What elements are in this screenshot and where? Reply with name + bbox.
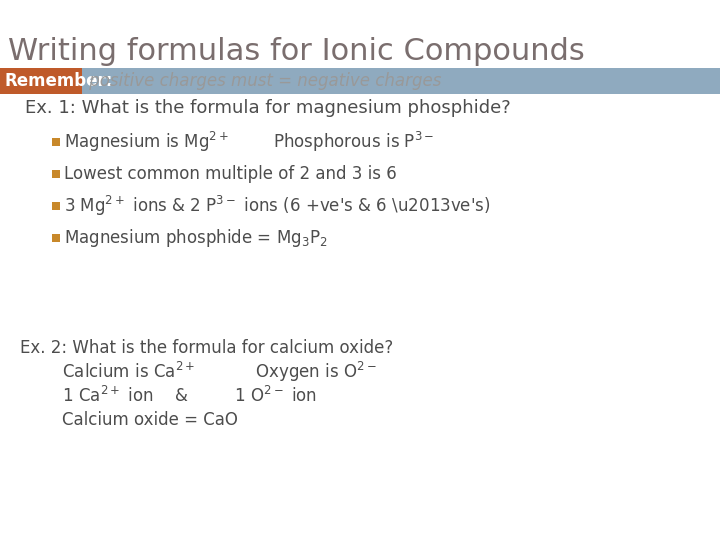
Text: Magnesium phosphide = Mg$_{3}$P$_{2}$: Magnesium phosphide = Mg$_{3}$P$_{2}$ — [64, 227, 328, 249]
Text: 3 Mg$^{2+}$ ions & 2 P$^{3-}$ ions (6 +ve's & 6 \u2013ve's): 3 Mg$^{2+}$ ions & 2 P$^{3-}$ ions (6 +v… — [64, 194, 490, 218]
Bar — [52, 170, 60, 178]
Text: Calcium is Ca$^{2+}$           Oxygen is O$^{2-}$: Calcium is Ca$^{2+}$ Oxygen is O$^{2-}$ — [20, 360, 377, 384]
Text: Ex. 2: What is the formula for calcium oxide?: Ex. 2: What is the formula for calcium o… — [20, 339, 393, 357]
Text: Calcium oxide = CaO: Calcium oxide = CaO — [20, 411, 238, 429]
Bar — [52, 138, 60, 146]
Text: Magnesium is Mg$^{2+}$        Phosphorous is P$^{3-}$: Magnesium is Mg$^{2+}$ Phosphorous is P$… — [64, 130, 434, 154]
Bar — [0, 68, 82, 94]
Bar — [0, 68, 720, 94]
Bar — [52, 234, 60, 242]
Text: positive charges must = negative charges: positive charges must = negative charges — [84, 72, 441, 90]
Text: Writing formulas for Ionic Compounds: Writing formulas for Ionic Compounds — [8, 37, 585, 66]
Text: Lowest common multiple of 2 and 3 is 6: Lowest common multiple of 2 and 3 is 6 — [64, 165, 397, 183]
Text: Ex. 1: What is the formula for magnesium phosphide?: Ex. 1: What is the formula for magnesium… — [25, 99, 510, 117]
Text: 1 Ca$^{2+}$ ion    &         1 O$^{2-}$ ion: 1 Ca$^{2+}$ ion & 1 O$^{2-}$ ion — [20, 386, 317, 406]
Text: Remember:: Remember: — [4, 72, 112, 90]
Bar — [52, 202, 60, 210]
